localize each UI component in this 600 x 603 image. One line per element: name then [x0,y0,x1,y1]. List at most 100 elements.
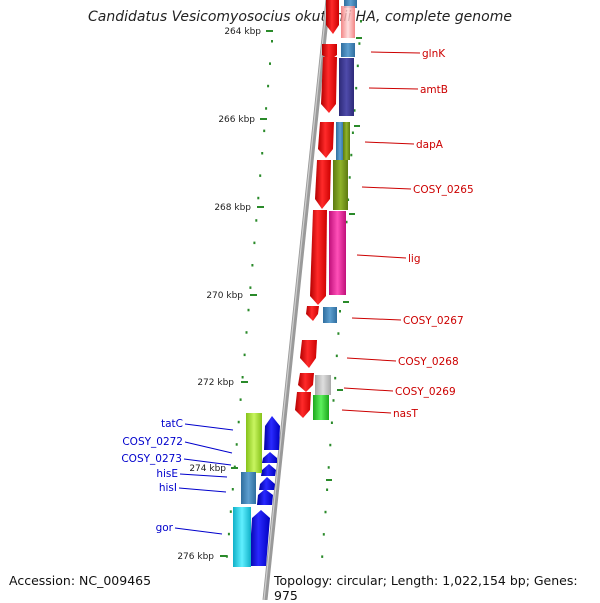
gene-arrow-forward[interactable] [326,0,339,34]
guide-dot [255,219,258,222]
guide-dot [229,510,232,513]
gene-arrow-forward-COSY_0265[interactable] [315,160,331,209]
cog-box[interactable] [341,6,355,38]
right-ticks [326,37,362,481]
gene-arrow-forward-COSY_0268[interactable] [300,340,317,368]
guide-dot [245,331,248,334]
gene-label-COSY_0273[interactable]: COSY_0273 [121,453,182,465]
gene-arrow-reverse-tatC[interactable] [264,416,280,450]
cog-box-glnK[interactable] [341,43,355,57]
gene-arrow-forward-glnK[interactable] [321,57,337,113]
cog-box-COSY_0269[interactable] [315,375,331,395]
gene-label-tatC[interactable]: tatC [161,418,183,430]
forward-cog-boxes [313,0,357,420]
cog-box-tatC[interactable] [246,413,262,473]
gene-label-nasT[interactable]: nasT [393,408,419,420]
accession-text: Accession: NC_009465 [9,573,152,588]
guide-dot [360,20,362,23]
forward-labels [341,51,421,414]
guide-dot [327,466,330,469]
leader-dapA [364,141,415,145]
cog-box-amtB[interactable] [339,58,354,116]
guide-dot [322,533,325,536]
guide-dot [227,532,230,536]
gene-arrow-forward-COSY_0269[interactable] [298,373,314,392]
cog-box[interactable] [344,0,357,8]
reverse-strand-genes [249,416,280,566]
guide-dot [324,510,327,514]
guide-dot [271,40,273,43]
guide-dot [231,488,234,491]
cog-box-COSY_0265[interactable] [333,160,348,210]
cog-box-dapA-2[interactable] [343,122,350,160]
guide-dot [251,264,254,267]
gene-arrow-reverse-gor[interactable] [249,510,270,566]
leader-COSY_0268 [346,357,397,362]
tick-label-276: 276 kbp [177,552,214,562]
gene-arrow-forward-lig[interactable] [310,210,327,305]
guide-dot [235,443,238,446]
guide-dot [257,196,260,200]
guide-dot [239,398,242,401]
guide-dot [263,129,266,133]
guide-dot [247,308,250,312]
gene-label-COSY_0272[interactable]: COSY_0272 [122,436,183,448]
reverse-cog-boxes [233,413,262,567]
gene-label-dapA[interactable]: dapA [416,139,444,151]
gene-arrow-forward-COSY_0267[interactable] [306,306,319,321]
gene-label-COSY_0267[interactable]: COSY_0267 [403,315,464,327]
forward-strand-genes [295,0,339,418]
tick-label-264: 264 kbp [224,27,261,37]
leader-hisE [179,473,228,478]
map-title: Candidatus Vesicomyosocius okutanii HA, … [88,9,512,25]
guide-dot [241,376,244,379]
guide-dot [265,107,268,110]
leader-COSY_0265 [361,186,412,190]
guide-dot [261,152,264,155]
cog-box-lig[interactable] [329,211,346,295]
gene-arrow-reverse-hisE[interactable] [259,477,275,490]
guide-dot [326,488,329,491]
gene-label-hisE[interactable]: hisE [156,468,178,480]
gene-label-amtB[interactable]: amtB [420,84,448,96]
guide-dot [243,353,246,357]
gene-label-COSY_0265[interactable]: COSY_0265 [413,184,474,196]
cog-box-nasT[interactable] [313,395,329,420]
guide-dot [237,420,240,424]
guide-dot [330,421,333,424]
gene-label-hisI[interactable]: hisI [159,482,177,494]
reverse-labels [174,423,234,535]
guide-dot [335,354,338,358]
cog-box-dapA[interactable] [336,122,344,160]
gene-arrow-reverse-COSY_0272[interactable] [262,452,277,463]
leader-COSY_0267 [351,317,402,321]
guide-dot [358,42,361,45]
gene-arrow-reverse-hisI[interactable] [257,489,273,505]
guide-dot [345,220,348,224]
tick-label-266: 266 kbp [218,115,255,125]
tick-label-272: 272 kbp [197,378,234,388]
cog-box-COSY_0267[interactable] [323,307,337,323]
gene-arrow-forward-dapA[interactable] [318,122,334,158]
guide-dot [332,399,335,402]
gene-label-lig[interactable]: lig [408,253,421,265]
guide-dot [350,153,353,157]
gene-arrow-forward-nasT[interactable] [295,392,311,418]
leader-glnK [370,51,421,54]
gene-label-gor[interactable]: gor [156,522,174,534]
genome-backbone-highlight [263,0,328,600]
gene-label-glnK[interactable]: glnK [422,48,446,60]
leader-tatC [184,423,234,431]
gene-label-COSY_0269[interactable]: COSY_0269 [395,386,456,398]
guide-dot [337,332,340,335]
gene-arrow-forward[interactable] [322,44,337,60]
cog-box-gor[interactable] [233,507,251,567]
guide-dot [329,443,332,447]
tick-label-274: 274 kbp [189,464,226,474]
guide-dot [249,286,252,289]
leader-gor [174,527,223,535]
cog-box-hisE[interactable] [241,472,256,504]
guide-dot [347,198,350,201]
gene-arrow-reverse-COSY_0273[interactable] [261,464,276,476]
gene-label-COSY_0268[interactable]: COSY_0268 [398,356,459,368]
